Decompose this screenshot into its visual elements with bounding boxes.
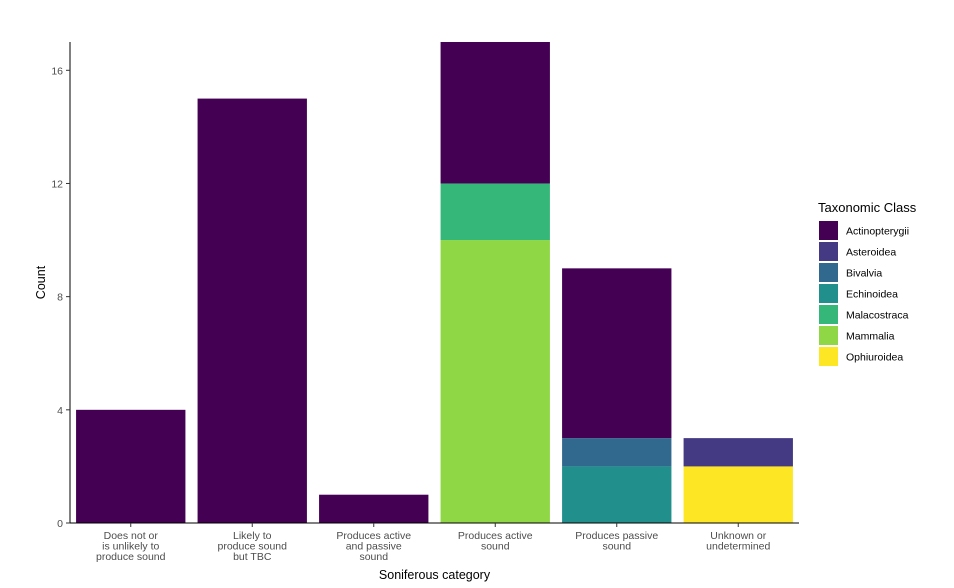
- bars-layer: [76, 42, 793, 523]
- bar-segment-actinopterygii-2: [319, 494, 429, 523]
- legend-title: Taxonomic Class: [818, 200, 917, 215]
- legend: Taxonomic Class Actinopterygii Asteroidea…: [818, 200, 917, 366]
- y-tick-label: 16: [51, 65, 63, 77]
- legend-key-asteroidea: [819, 242, 838, 261]
- x-tick-label: Unknown or undetermined: [706, 530, 770, 553]
- bar-segment-actinopterygii-4: [562, 268, 672, 439]
- y-axis-title: Count: [34, 265, 48, 299]
- legend-label-echinoidea: Echinoidea: [846, 289, 898, 301]
- legend-label-malacostraca: Malacostraca: [846, 310, 909, 322]
- y-tick-label: 4: [57, 405, 63, 417]
- legend-key-malacostraca: [819, 305, 838, 324]
- bar-segment-malacostraca-3: [440, 183, 550, 241]
- x-tick-label: Does not or is unlikely to produce sound: [96, 530, 166, 563]
- y-tick-label: 12: [51, 178, 63, 190]
- bar-segment-actinopterygii-0: [76, 409, 186, 523]
- legend-key-mammalia: [819, 326, 838, 345]
- legend-key-bivalvia: [819, 263, 838, 282]
- bar-segment-echinoidea-4: [562, 466, 672, 523]
- x-tick-label: Produces active and passive sound: [336, 530, 411, 563]
- bar-segment-actinopterygii-1: [197, 98, 307, 523]
- x-axis-title: Soniferous category: [379, 568, 491, 582]
- bar-segment-mammalia-3: [440, 240, 550, 523]
- bar-segment-asteroidea-5: [683, 438, 793, 467]
- axes-layer: 0 4 8 12 16 Does not or is unlikely to produce…: [51, 42, 799, 563]
- legend-key-actinopterygii: [819, 221, 838, 240]
- y-tick-label: 8: [57, 292, 63, 304]
- x-axis-ticks: Does not or is unlikely to produce sound Li…: [96, 523, 771, 563]
- legend-label-ophiuroidea: Ophiuroidea: [846, 352, 903, 364]
- legend-label-bivalvia: Bivalvia: [846, 268, 882, 280]
- x-tick-label: Produces passive sound: [575, 530, 658, 553]
- legend-key-ophiuroidea: [819, 347, 838, 366]
- bar-segment-actinopterygii-3: [440, 42, 550, 184]
- x-tick-label: Likely to produce sound but TBC: [218, 530, 288, 563]
- legend-label-mammalia: Mammalia: [846, 331, 895, 343]
- bar-segment-bivalvia-4: [562, 438, 672, 467]
- bar-segment-ophiuroidea-5: [683, 466, 793, 523]
- y-axis-ticks: 0 4 8 12 16: [51, 65, 70, 530]
- x-tick-label: Produces active sound: [458, 530, 533, 553]
- y-tick-label: 0: [57, 518, 63, 530]
- legend-label-asteroidea: Asteroidea: [846, 247, 896, 259]
- legend-key-echinoidea: [819, 284, 838, 303]
- legend-label-actinopterygii: Actinopterygii: [846, 226, 909, 238]
